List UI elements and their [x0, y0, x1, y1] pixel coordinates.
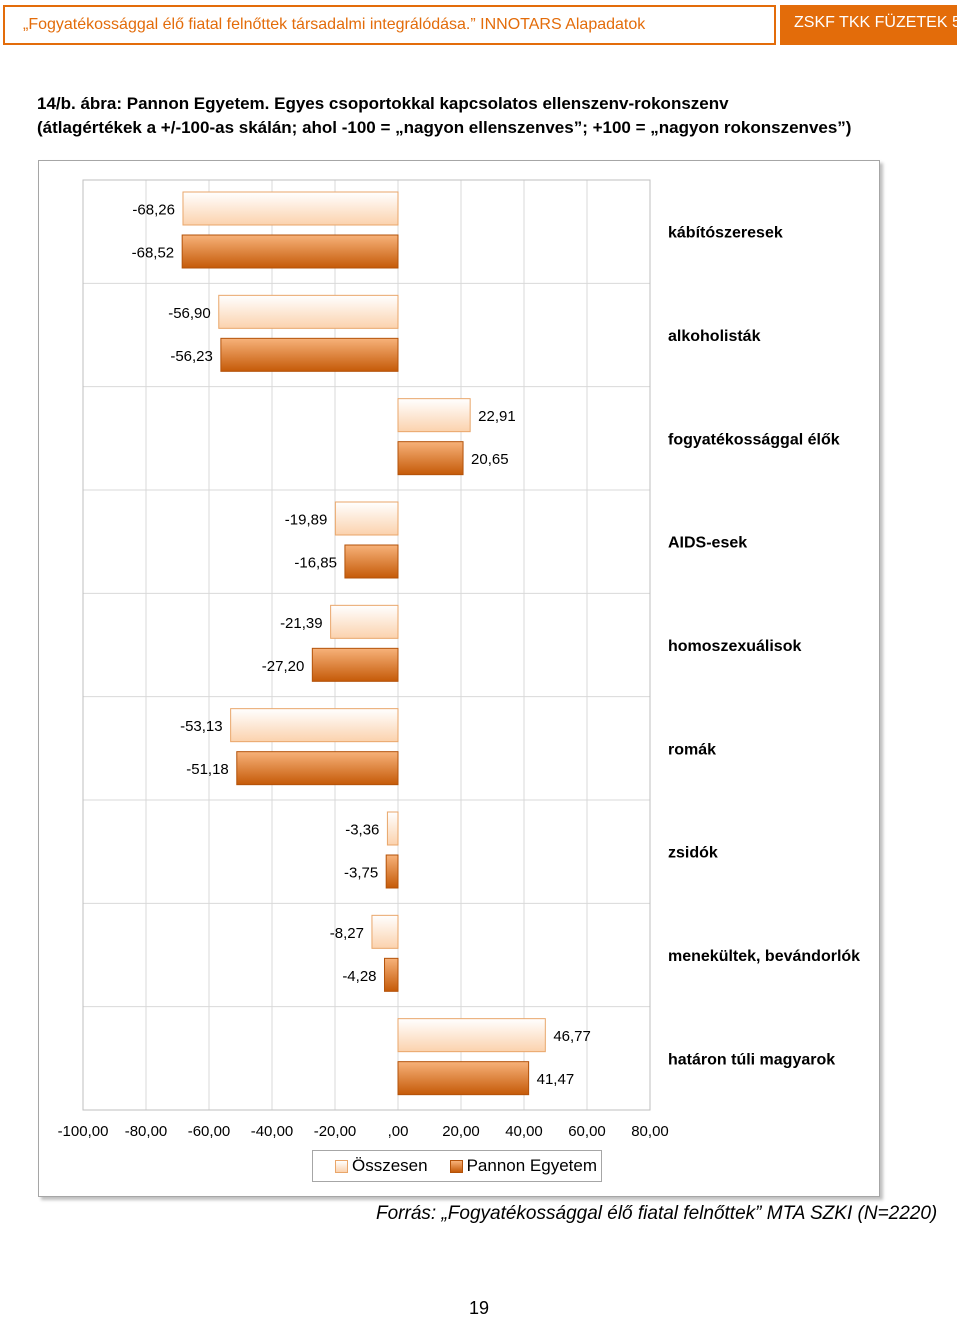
bar-osszesen [397, 398, 471, 433]
caption-line-2: (átlagértékek a +/-100-as skálán; ahol -… [37, 118, 852, 137]
caption-line-1: 14/b. ábra: Pannon Egyetem. Egyes csopor… [37, 94, 729, 113]
bar-pannon [397, 441, 464, 476]
x-tick-label: 80,00 [631, 1123, 669, 1140]
data-label: 41,47 [537, 1071, 575, 1088]
page-number: 19 [469, 1298, 490, 1318]
data-label: -53,13 [180, 718, 223, 735]
bar-pannon [397, 1061, 530, 1096]
page-header: „Fogyatékossággal élő fiatal felnőttek t… [3, 5, 957, 45]
bar-osszesen [334, 501, 399, 536]
bar-pannon [220, 337, 399, 372]
x-tick-label: 60,00 [568, 1123, 606, 1140]
bar-osszesen [397, 1018, 546, 1053]
bar-osszesen [230, 708, 399, 743]
data-label: -21,39 [280, 615, 323, 632]
data-label: 22,91 [478, 408, 516, 425]
data-label: -3,75 [344, 865, 378, 882]
data-label: -3,36 [345, 822, 379, 839]
data-label: 20,65 [471, 451, 509, 468]
bar-pannon [181, 234, 399, 269]
x-tick-label: -80,00 [125, 1123, 168, 1140]
source-note: Forrás: „Fogyatékossággal élő fiatal fel… [376, 1203, 938, 1224]
data-label: -4,28 [342, 968, 376, 985]
legend-item-osszesen: Összesen [335, 1156, 428, 1176]
category-label: zsidók [668, 845, 718, 862]
data-label: -68,52 [132, 245, 175, 262]
legend-label-osszesen: Összesen [352, 1156, 428, 1175]
data-label: -27,20 [262, 658, 305, 675]
header-title: „Fogyatékossággal élő fiatal felnőttek t… [3, 5, 776, 45]
category-label: homoszexuálisok [668, 638, 801, 655]
bar-osszesen [330, 604, 399, 639]
figure-caption: 14/b. ábra: Pannon Egyetem. Egyes csopor… [37, 92, 937, 140]
bar-pannon [311, 647, 399, 682]
bar-osszesen [371, 914, 399, 949]
x-tick-label: -20,00 [314, 1123, 357, 1140]
x-tick-label: -60,00 [188, 1123, 231, 1140]
bar-pannon [385, 854, 399, 889]
bar-pannon [344, 544, 399, 579]
data-label: -8,27 [330, 925, 364, 942]
data-label: 46,77 [553, 1028, 591, 1045]
chart-legend: Összesen Pannon Egyetem [312, 1150, 602, 1182]
legend-swatch-pannon [449, 1159, 463, 1173]
header-series-label: ZSKF TKK FÜZETEK 5. [780, 5, 957, 45]
x-tick-label: -100,00 [58, 1123, 109, 1140]
x-tick-label: -40,00 [251, 1123, 294, 1140]
data-label: -19,89 [285, 512, 328, 529]
bar-pannon [384, 957, 399, 992]
data-label: -68,26 [132, 202, 175, 219]
bar-osszesen [386, 811, 399, 846]
bar-osszesen [218, 294, 399, 329]
category-label: fogyatékossággal élők [668, 431, 840, 448]
category-label: alkoholisták [668, 328, 761, 345]
category-label: kábítószeresek [668, 225, 783, 242]
data-label: -56,23 [170, 348, 213, 365]
category-label: határon túli magyarok [668, 1051, 835, 1068]
data-label: -16,85 [294, 555, 337, 572]
plot-area [82, 179, 651, 1111]
legend-label-pannon: Pannon Egyetem [466, 1156, 598, 1175]
x-tick-label: ,00 [388, 1123, 409, 1140]
bar-osszesen [182, 191, 399, 226]
data-label: -51,18 [186, 761, 229, 778]
category-label: romák [668, 741, 716, 758]
data-label: -56,90 [168, 305, 211, 322]
legend-swatch-osszesen [335, 1159, 348, 1173]
category-label: AIDS-esek [668, 535, 747, 552]
legend-item-pannon: Pannon Egyetem [449, 1156, 598, 1176]
category-label: menekültek, bevándorlók [668, 948, 860, 965]
bar-pannon [236, 751, 399, 786]
x-tick-label: 40,00 [505, 1123, 543, 1140]
x-tick-label: 20,00 [442, 1123, 480, 1140]
